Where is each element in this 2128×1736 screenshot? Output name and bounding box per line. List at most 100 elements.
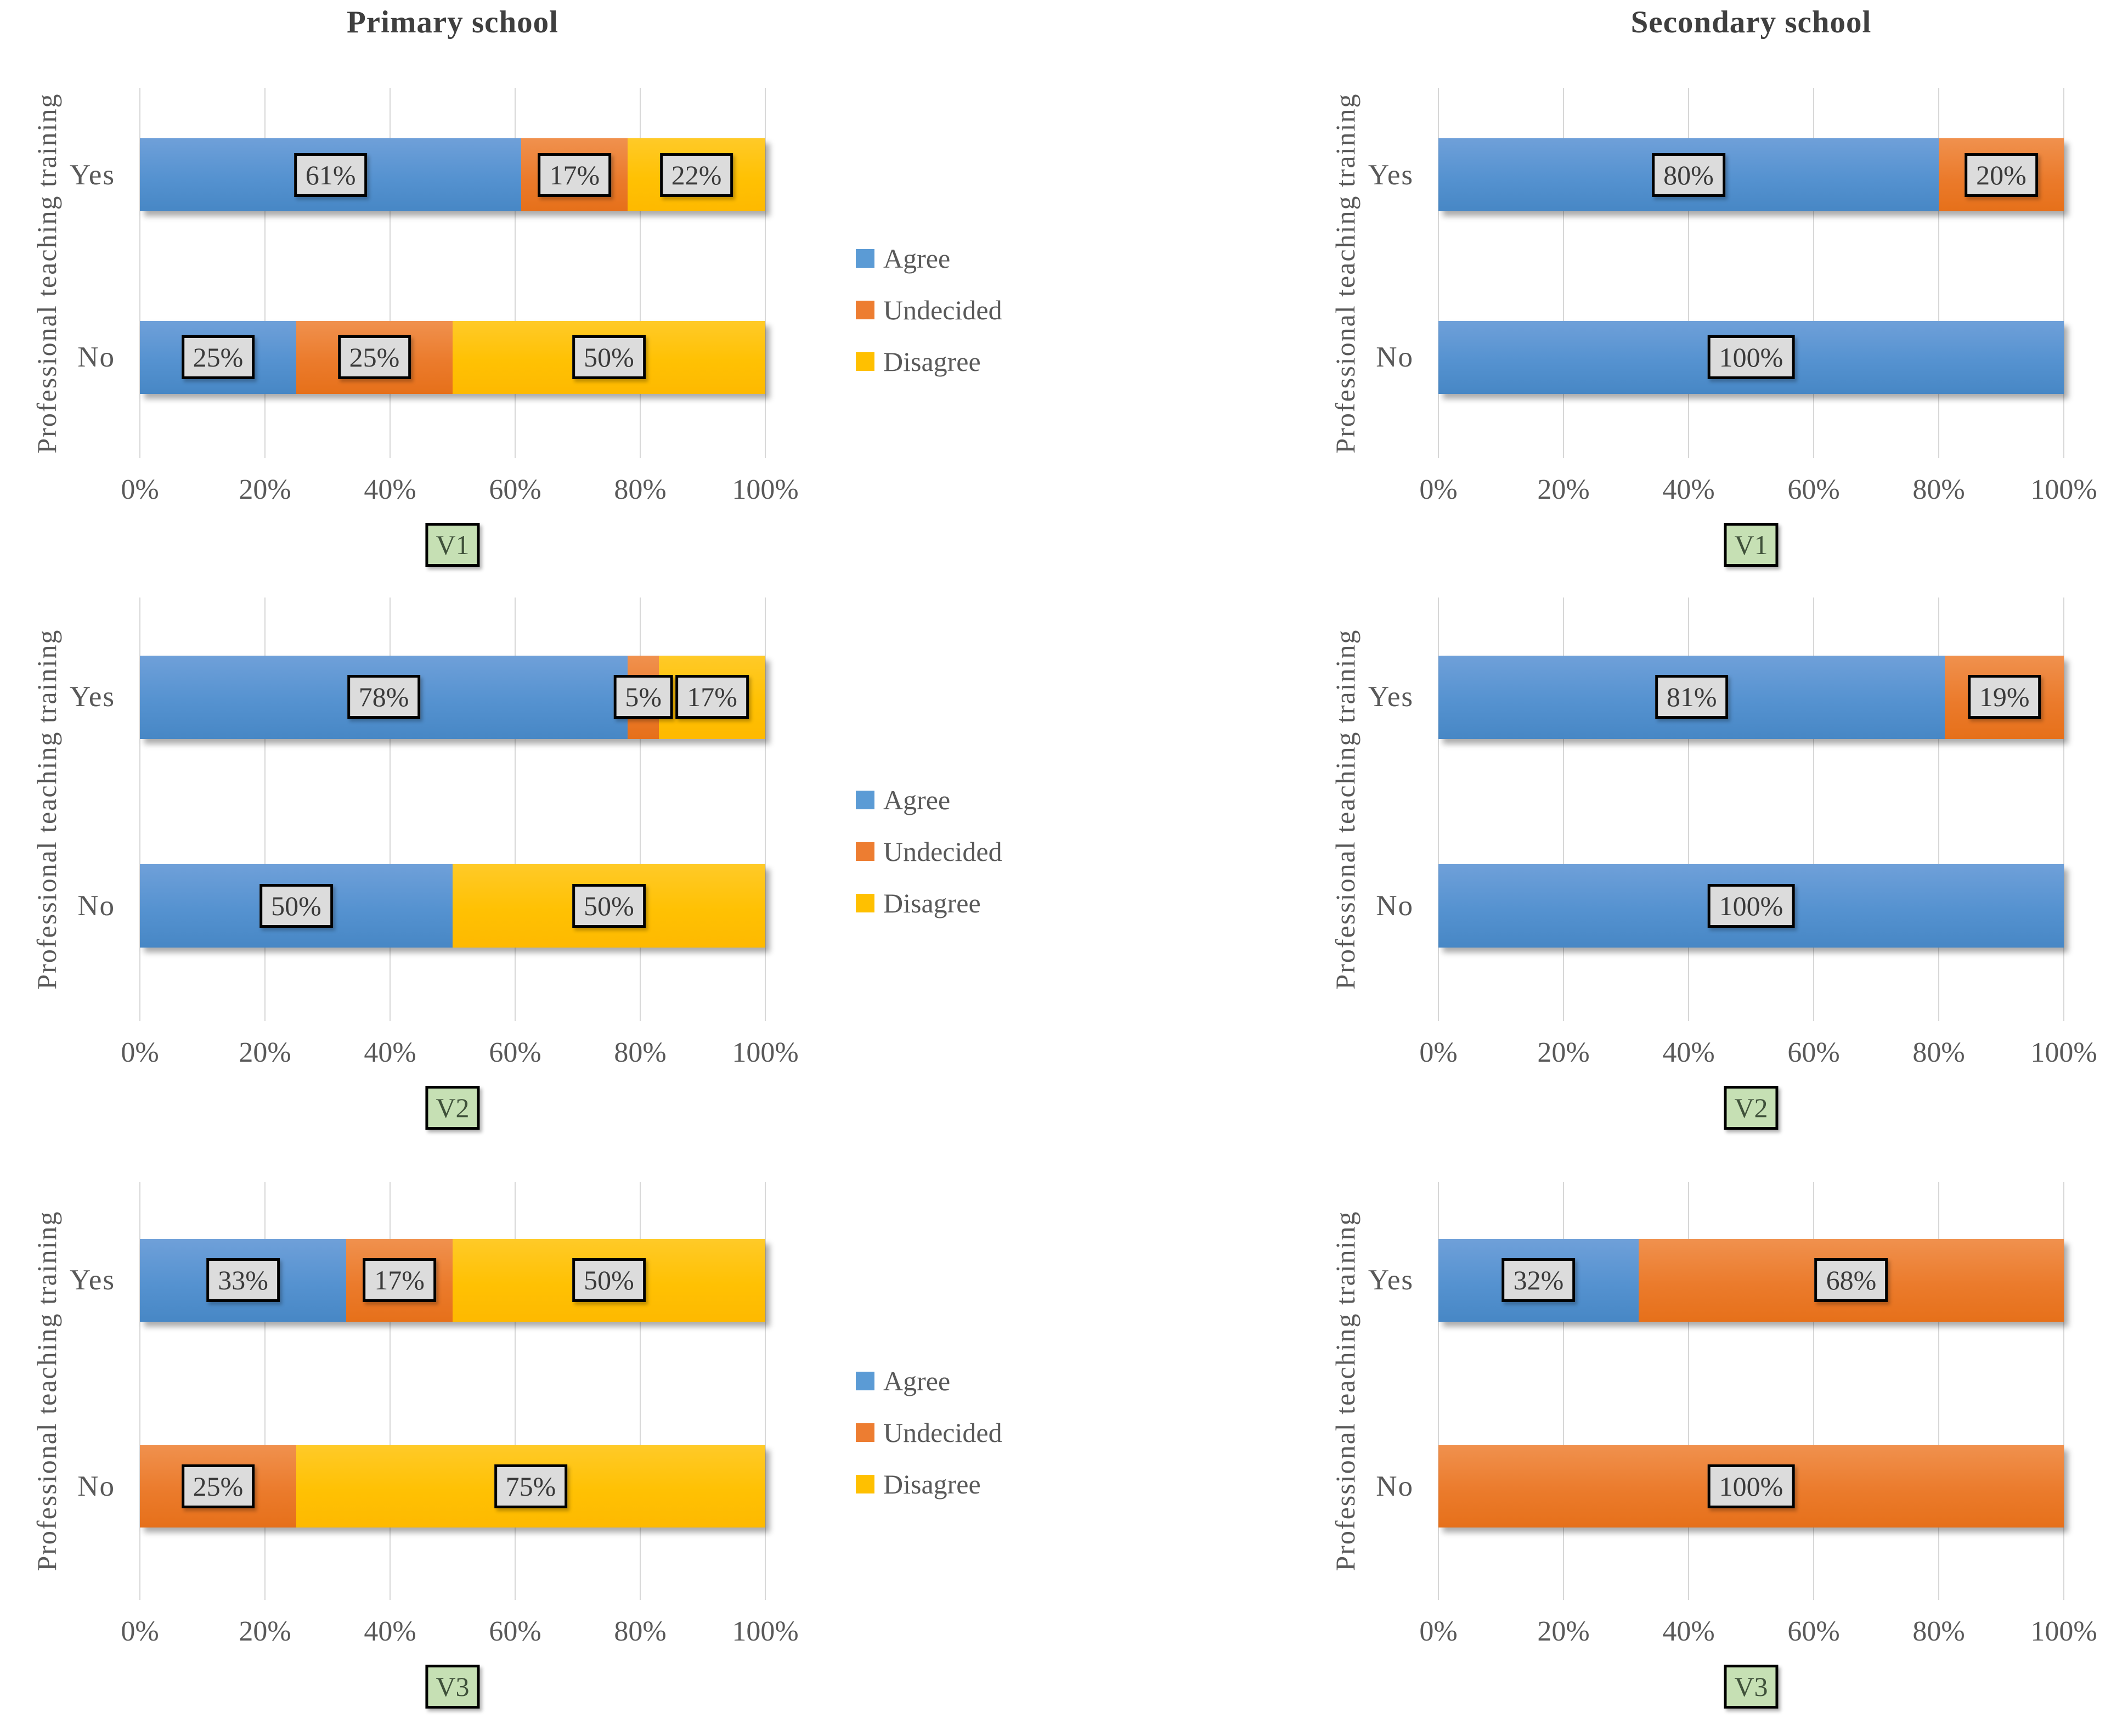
x-tick-label: 0% (121, 1616, 159, 1647)
x-tick-label: 20% (1537, 474, 1590, 505)
category-label-no: No (1376, 341, 1414, 374)
x-tick-label: 20% (239, 474, 291, 505)
data-label: 17% (363, 1258, 436, 1303)
legend-item-agree: Agree (856, 1365, 1002, 1397)
legend-item-undecided: Undecided (856, 1417, 1002, 1448)
plot-area: 33% 17% 50% 25% 75% (139, 1182, 766, 1600)
x-axis-ticks: 0% 20% 40% 60% 80% 100% (1419, 1615, 2097, 1654)
legend-swatch-disagree-icon (856, 894, 874, 913)
gridline (765, 1182, 766, 1600)
category-axis: Yes No (1064, 88, 1414, 458)
plot-area: 61% 17% 22% 25% 25% 50% (139, 88, 766, 458)
data-label: 78% (347, 675, 421, 719)
data-label: 100% (1707, 335, 1795, 380)
gridline (765, 598, 766, 1021)
legend-label: Disagree (883, 1469, 981, 1500)
legend-swatch-disagree-icon (856, 1475, 874, 1494)
x-tick-label: 100% (732, 1616, 799, 1647)
bar-yes (140, 1239, 765, 1322)
x-tick-label: 80% (614, 474, 667, 505)
category-label-no: No (77, 890, 115, 922)
data-label: 100% (1707, 1464, 1795, 1508)
variable-label: V3 (425, 1665, 480, 1709)
legend-item-undecided: Undecided (856, 294, 1002, 326)
x-tick-label: 40% (1662, 1616, 1715, 1647)
x-tick-label: 80% (614, 1037, 667, 1068)
legend-label: Agree (883, 243, 951, 274)
gridline (264, 88, 266, 458)
data-label: 50% (572, 335, 646, 380)
data-label: 32% (1502, 1258, 1576, 1303)
data-label: 17% (538, 153, 612, 197)
legend-item-disagree: Disagree (856, 887, 1002, 919)
data-label: 20% (1965, 153, 2038, 197)
x-tick-label: 80% (1912, 474, 1965, 505)
data-label: 33% (206, 1258, 280, 1303)
gridline (2063, 1182, 2064, 1600)
x-tick-label: 100% (2030, 474, 2097, 505)
x-tick-label: 80% (614, 1616, 667, 1647)
gridline (2063, 88, 2064, 458)
gridline (390, 1182, 391, 1600)
x-tick-label: 40% (364, 1616, 416, 1647)
gridline (139, 1182, 140, 1600)
category-axis: Yes No (0, 1182, 115, 1600)
legend-item-agree: Agree (856, 784, 1002, 816)
x-tick-label: 40% (1662, 1037, 1715, 1068)
plot-area: 80% 20% 100% (1438, 88, 2064, 458)
gridline (264, 598, 266, 1021)
gridline (1688, 88, 1689, 458)
data-label: 68% (1814, 1258, 1888, 1303)
gridline (2063, 598, 2064, 1021)
legend-label: Undecided (883, 1417, 1002, 1448)
data-label: 81% (1655, 675, 1729, 719)
legend-label: Disagree (883, 346, 981, 377)
category-axis: Yes No (1064, 598, 1414, 1021)
bar-no (140, 864, 765, 948)
legend-swatch-undecided-icon (856, 301, 874, 319)
x-axis-ticks: 0% 20% 40% 60% 80% 100% (1419, 1036, 2097, 1075)
gridline (1938, 88, 1939, 458)
x-tick-label: 40% (364, 1037, 416, 1068)
gridline (1938, 598, 1939, 1021)
gridline (515, 88, 516, 458)
legend-label: Agree (883, 1366, 951, 1397)
legend-swatch-disagree-icon (856, 352, 874, 371)
x-axis-ticks: 0% 20% 40% 60% 80% 100% (121, 1036, 798, 1075)
category-label-yes: Yes (69, 1264, 115, 1297)
legend-swatch-agree-icon (856, 1372, 874, 1391)
gridline (264, 1182, 266, 1600)
category-label-no: No (1376, 1470, 1414, 1502)
plot-area: 81% 19% 100% (1438, 598, 2064, 1021)
category-label-yes: Yes (69, 681, 115, 713)
variable-label: V2 (425, 1086, 480, 1130)
legend-label: Agree (883, 785, 951, 816)
data-label: 5% (613, 675, 674, 719)
legend-label: Undecided (883, 295, 1002, 325)
x-tick-label: 0% (121, 474, 159, 505)
data-label: 50% (259, 884, 333, 928)
legend-swatch-agree-icon (856, 791, 874, 810)
gridline (1813, 88, 1814, 458)
legend-swatch-undecided-icon (856, 842, 874, 861)
x-tick-label: 80% (1912, 1037, 1965, 1068)
x-tick-label: 20% (1537, 1037, 1590, 1068)
x-tick-label: 60% (1787, 1037, 1840, 1068)
legend: Agree Undecided Disagree (856, 784, 1002, 919)
gridline (515, 1182, 516, 1600)
x-tick-label: 40% (1662, 474, 1715, 505)
category-axis: Yes No (1064, 1182, 1414, 1600)
gridline (1688, 598, 1689, 1021)
legend-item-undecided: Undecided (856, 836, 1002, 867)
x-axis-ticks: 0% 20% 40% 60% 80% 100% (121, 474, 798, 512)
x-tick-label: 20% (1537, 1616, 1590, 1647)
data-label: 22% (659, 153, 733, 197)
chart-primary-v3: Professional teaching training Yes No 33%… (0, 1157, 1064, 1736)
gridline (390, 88, 391, 458)
gridline (139, 598, 140, 1021)
gridline (1938, 1182, 1939, 1600)
category-axis: Yes No (0, 598, 115, 1021)
variable-label: V2 (1724, 1086, 1779, 1130)
x-tick-label: 60% (1787, 1616, 1840, 1647)
